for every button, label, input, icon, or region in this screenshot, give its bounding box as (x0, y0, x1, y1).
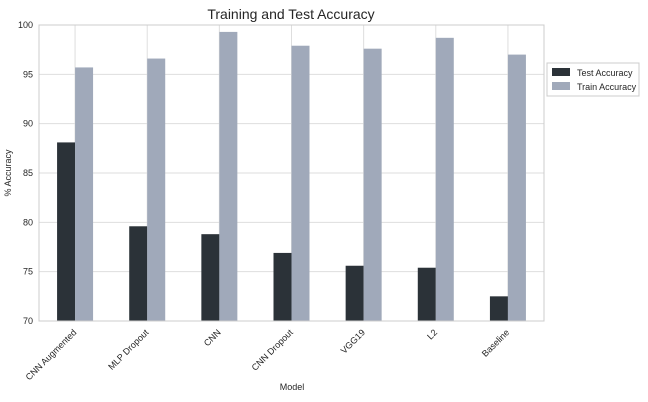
plot-frame (38, 24, 545, 322)
y-tick-label: 85 (23, 168, 33, 178)
bar-train-4 (363, 48, 382, 322)
bar-train-5 (435, 37, 454, 322)
bar-test-1 (129, 226, 148, 321)
y-tick-label: 90 (23, 119, 33, 129)
bar-test-5 (417, 267, 436, 321)
bar-train-3 (291, 45, 310, 321)
bar-train-1 (147, 58, 166, 322)
y-tick-label: 95 (23, 69, 33, 79)
bar-test-2 (201, 234, 220, 321)
y-tick-label: 75 (23, 267, 33, 277)
bar-test-6 (489, 296, 508, 321)
legend-swatch-test (552, 68, 570, 76)
y-axis-label: % Accuracy (3, 149, 13, 197)
y-tick-label: 100 (18, 20, 33, 30)
legend-label-train: Train Accuracy (577, 82, 637, 92)
legend: Test Accuracy Train Accuracy (546, 62, 640, 97)
chart-title: Training and Test Accuracy (207, 6, 374, 22)
bar-test-0 (57, 142, 76, 321)
legend-label-test: Test Accuracy (577, 68, 633, 78)
bar-train-6 (507, 54, 526, 321)
bar-train-2 (219, 31, 238, 321)
bar-test-4 (345, 265, 364, 321)
bar-train-0 (75, 67, 94, 321)
bars (57, 31, 526, 322)
y-axis-ticks: 70 75 80 85 90 95 100 (18, 20, 33, 326)
legend-swatch-train (552, 82, 570, 90)
y-tick-label: 70 (23, 316, 33, 326)
x-axis-label: Model (280, 382, 305, 392)
y-tick-label: 80 (23, 217, 33, 227)
bar-test-3 (273, 252, 292, 321)
